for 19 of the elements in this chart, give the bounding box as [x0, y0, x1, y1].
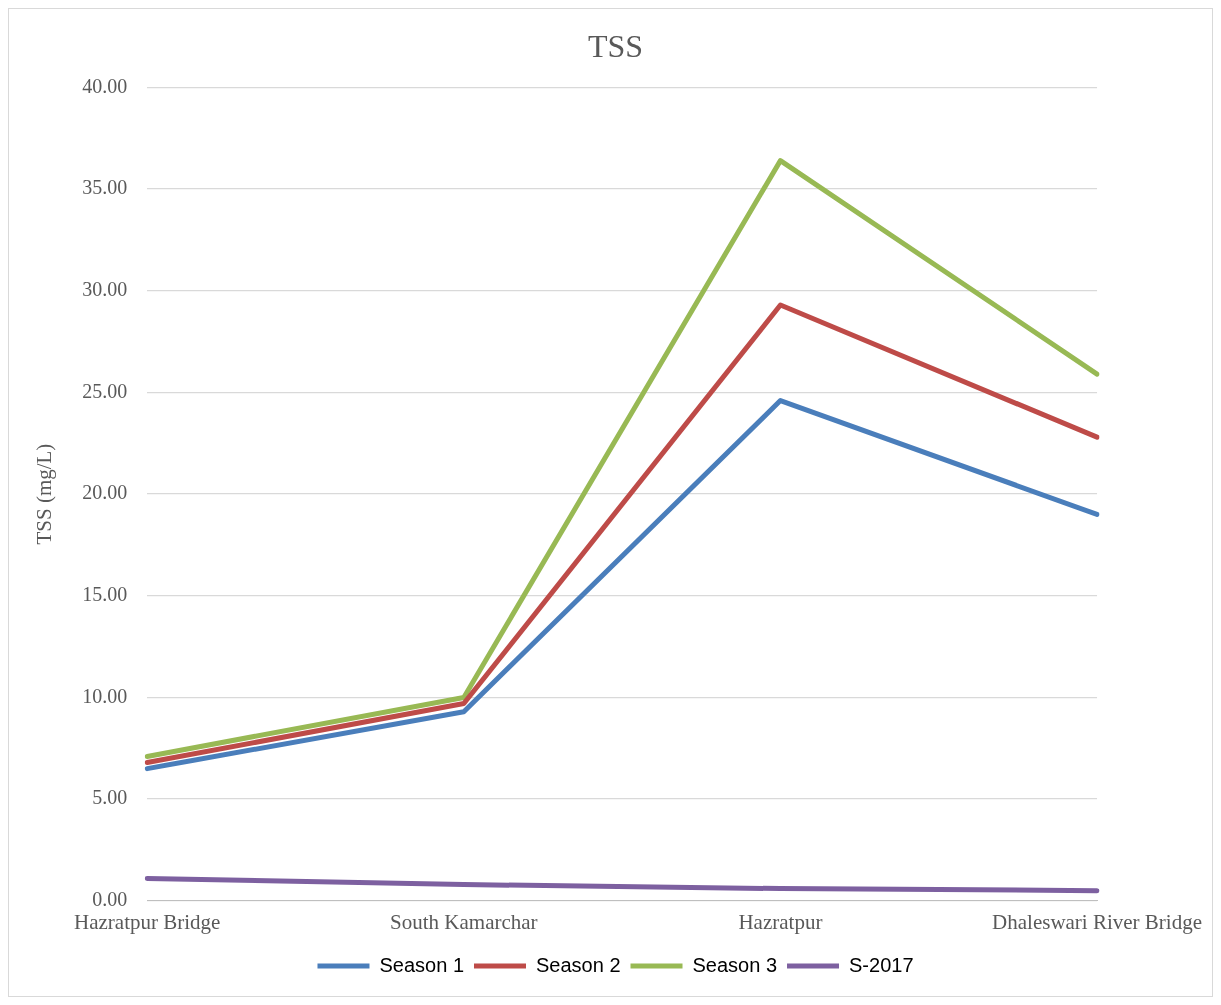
y-tick-label: 15.00 [82, 583, 128, 606]
y-tick-label: 0.00 [92, 888, 128, 911]
x-tick-label: Dhaleswari River Bridge [992, 909, 1203, 934]
y-tick-label: 40.00 [82, 74, 128, 97]
y-axis-title: TSS (mg/L) [32, 443, 57, 545]
chart-title: TSS [587, 27, 644, 64]
y-tick-label: 35.00 [82, 176, 128, 199]
y-tick-label: 5.00 [92, 786, 128, 809]
y-tick-label: 25.00 [82, 379, 128, 402]
y-tick-label: 20.00 [82, 481, 128, 504]
legend-label: Season 1 [379, 953, 464, 976]
x-tick-label: Hazratpur Bridge [74, 909, 221, 934]
x-tick-label: Hazratpur [738, 909, 823, 934]
legend-label: Season 2 [536, 953, 621, 976]
legend-label: Season 3 [692, 953, 778, 976]
y-tick-label: 30.00 [82, 278, 128, 300]
x-tick-label: South Kamarchar [390, 909, 538, 934]
legend-label: S-2017 [849, 953, 914, 976]
y-tick-label: 10.00 [82, 684, 128, 707]
